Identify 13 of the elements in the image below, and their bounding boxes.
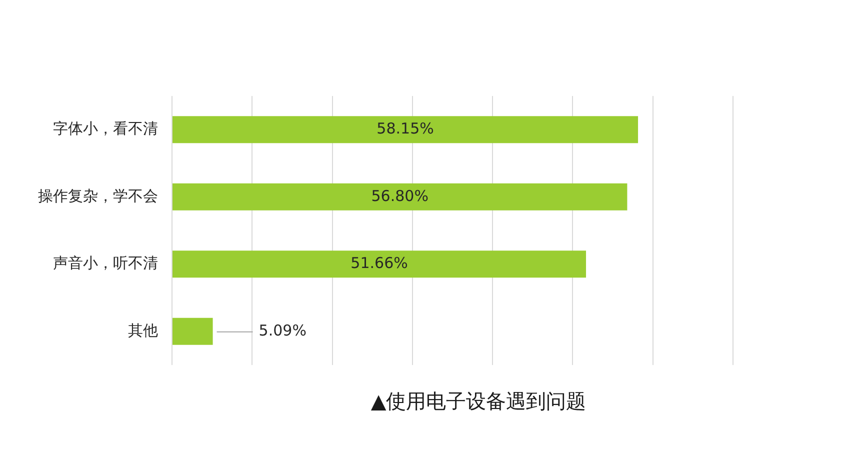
bar — [172, 116, 638, 144]
data-label: 5.09% — [258, 321, 306, 340]
data-label: 51.66% — [350, 254, 408, 272]
data-label: 56.80% — [371, 186, 428, 205]
y-tick-label: 操作复杂，学不会 — [38, 186, 158, 205]
bar — [172, 318, 213, 345]
y-tick-label: 其他 — [128, 321, 158, 340]
text: ▲使用电子设备遇到问题 — [370, 389, 586, 414]
bar — [172, 250, 586, 278]
y-tick-label: 字体小，看不清 — [53, 120, 158, 138]
bar — [172, 183, 628, 210]
y-tick-label: 声音小，听不清 — [53, 254, 158, 272]
data-label: 58.15% — [376, 120, 434, 138]
